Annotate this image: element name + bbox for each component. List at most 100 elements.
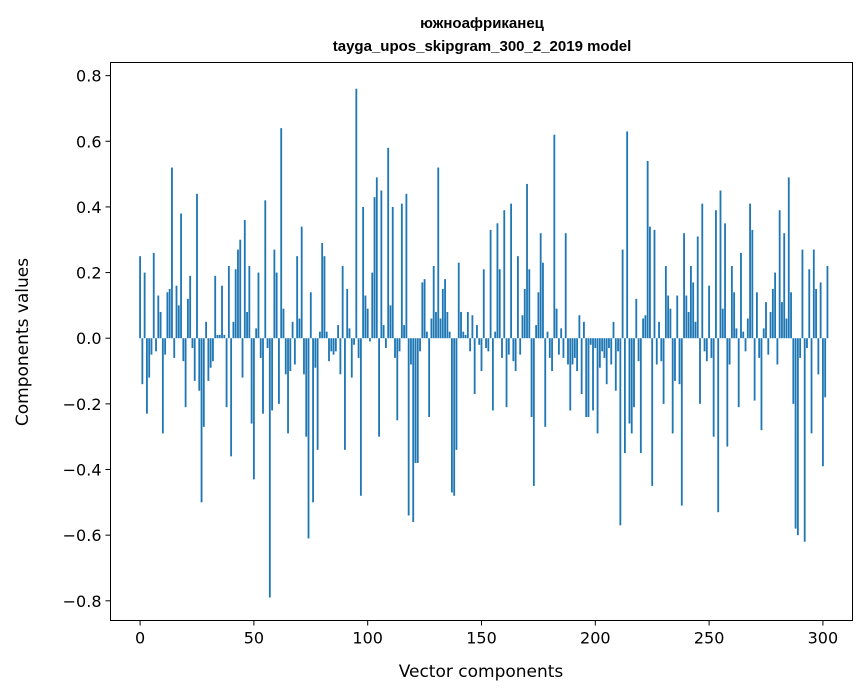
bar-136 [448, 331, 451, 339]
bar-290 [799, 338, 802, 358]
bar-297 [815, 288, 817, 339]
bar-46 [243, 220, 246, 339]
bar-116 [403, 325, 406, 339]
bar-140 [457, 262, 460, 339]
bar-291 [801, 249, 804, 339]
bar-164 [512, 338, 515, 362]
bar-238 [680, 338, 683, 506]
bar-170 [526, 183, 528, 339]
bar-155 [491, 338, 494, 411]
bar-266 [744, 338, 747, 352]
bar-60 [275, 272, 278, 339]
bar-77 [314, 338, 317, 368]
bar-57 [268, 338, 271, 598]
bar-207 [610, 338, 613, 365]
bar-54 [262, 338, 264, 414]
bar-250 [708, 285, 711, 339]
bar-51 [255, 328, 258, 339]
bar-215 [628, 338, 631, 424]
y-tick-label-3: −0.2 [63, 395, 102, 414]
bar-143 [464, 334, 467, 339]
bar-135 [446, 311, 449, 339]
bar-6 [152, 252, 155, 339]
bar-23 [191, 338, 194, 349]
bar-256 [721, 308, 724, 339]
bar-178 [544, 338, 547, 427]
y-tick-label-0: −0.8 [63, 592, 102, 611]
bar-81 [323, 256, 326, 339]
bar-184 [557, 338, 560, 355]
bar-142 [462, 331, 465, 339]
bar-85 [332, 338, 335, 355]
bar-240 [685, 295, 688, 339]
bar-73 [305, 338, 308, 437]
bar-124 [421, 282, 424, 339]
bar-278 [771, 288, 774, 339]
bar-210 [617, 338, 619, 352]
bar-91 [346, 288, 349, 339]
bar-106 [380, 190, 383, 339]
bar-168 [521, 315, 524, 339]
bar-38 [225, 338, 228, 408]
bar-70 [298, 318, 301, 339]
bar-211 [619, 338, 622, 526]
bar-68 [293, 338, 296, 365]
bar-115 [400, 203, 403, 339]
bar-37 [223, 334, 226, 339]
bar-29 [205, 321, 208, 339]
bar-296 [812, 249, 815, 339]
bar-59 [273, 249, 276, 339]
bar-213 [623, 338, 626, 454]
bar-94 [353, 338, 355, 345]
bar-161 [505, 338, 508, 408]
bar-101 [369, 338, 371, 342]
bar-189 [569, 338, 572, 411]
bar-27 [200, 338, 203, 503]
bar-248 [703, 338, 706, 352]
bar-121 [414, 338, 417, 463]
bar-111 [391, 206, 394, 339]
bar-227 [655, 338, 658, 365]
bar-188 [567, 338, 569, 365]
bar-148 [476, 325, 478, 339]
bar-108 [384, 338, 387, 349]
bar-13 [168, 288, 171, 339]
bar-258 [726, 338, 729, 447]
bars-group [139, 88, 829, 598]
bar-203 [601, 338, 604, 352]
bar-209 [614, 338, 617, 391]
bar-9 [159, 311, 162, 339]
bar-2 [143, 272, 146, 339]
y-tick-label-2: −0.4 [63, 461, 102, 480]
bar-190 [571, 338, 574, 365]
bar-244 [694, 321, 697, 339]
bar-42 [234, 269, 237, 339]
bar-102 [371, 272, 374, 339]
bar-127 [428, 338, 431, 417]
bar-118 [407, 338, 410, 516]
bar-66 [289, 338, 292, 372]
bar-196 [585, 338, 588, 417]
bar-163 [510, 203, 512, 339]
bar-219 [637, 338, 640, 362]
chart-title: южноафриканец [420, 15, 545, 32]
bar-177 [542, 262, 544, 339]
bar-139 [455, 338, 458, 450]
bar-22 [189, 275, 192, 339]
bar-233 [669, 308, 672, 339]
bar-39 [227, 266, 230, 339]
bar-182 [553, 134, 556, 339]
bar-93 [350, 338, 353, 378]
bar-269 [751, 229, 754, 339]
bar-145 [469, 338, 472, 352]
bar-16 [175, 285, 178, 339]
x-tick-label-0: 0 [135, 629, 145, 648]
bar-86 [334, 338, 337, 352]
bar-183 [555, 308, 558, 339]
bar-263 [737, 338, 740, 408]
bar-122 [416, 338, 419, 463]
bar-179 [546, 331, 549, 339]
bar-280 [776, 338, 779, 365]
y-tick-label-8: 0.8 [76, 67, 101, 86]
bar-100 [366, 308, 369, 339]
